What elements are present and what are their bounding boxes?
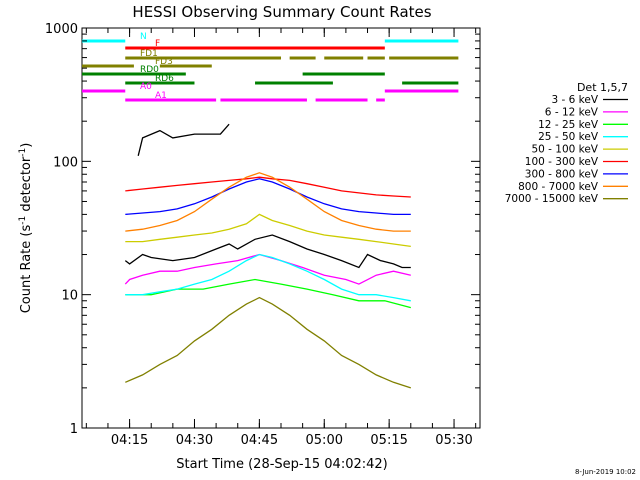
y-tick-label-1: 10 xyxy=(61,289,78,304)
series-line-7 xyxy=(125,178,411,216)
legend-label-4: 50 - 100 keV xyxy=(531,144,598,156)
series-line-9 xyxy=(125,296,412,389)
legend-title: Det 1,5,7 xyxy=(577,81,628,94)
y-axis: 1 10 100 1000 xyxy=(45,22,480,437)
y-axis-label-part-3: ) xyxy=(19,143,34,148)
series-line-0 xyxy=(124,234,411,269)
flag-label-n: N xyxy=(140,32,147,42)
y-axis-label-part-2: detector xyxy=(19,156,34,216)
y-tick-label-3: 1000 xyxy=(45,22,78,37)
legend-label-1: 6 - 12 keV xyxy=(545,106,599,118)
legend-label-3: 25 - 50 keV xyxy=(538,131,599,143)
series-line-4 xyxy=(125,253,411,302)
date-stamp: 8-Jun-2019 10:02 xyxy=(575,468,636,476)
legend-label-0: 3 - 6 keV xyxy=(551,94,598,106)
x-tick-label-5: 05:30 xyxy=(435,433,472,448)
legend-label-5: 100 - 300 keV xyxy=(525,156,599,168)
y-axis-label-part-1: Count Rate (s xyxy=(19,225,34,314)
series-lines xyxy=(124,123,412,389)
chart-title: HESSI Observing Summary Count Rates xyxy=(132,3,431,21)
x-axis: 04:15 04:30 04:45 05:00 05:15 05:30 xyxy=(85,28,477,448)
flag-label-rd6: RD6 xyxy=(155,74,174,84)
flag-label-a1: A1 xyxy=(155,91,167,101)
y-tick-label-2: 100 xyxy=(53,155,78,170)
flag-label-f: F xyxy=(155,39,160,49)
series-line-8 xyxy=(125,172,411,232)
flag-label-rd0: RD0 xyxy=(140,65,159,75)
series-line-5 xyxy=(125,213,411,248)
series-line-6 xyxy=(125,176,411,198)
x-tick-label-2: 04:45 xyxy=(241,433,278,448)
x-axis-label: Start Time (28-Sep-15 04:02:42) xyxy=(176,457,387,472)
x-tick-label-3: 05:00 xyxy=(306,433,343,448)
flag-label-fd3: FD3 xyxy=(155,57,173,67)
legend-label-6: 300 - 800 keV xyxy=(525,168,599,180)
flag-label-a0: A0 xyxy=(140,82,152,92)
flag-label-fd1: FD1 xyxy=(140,49,158,59)
y-axis-label-sup-1: -1 xyxy=(18,216,28,225)
legend-label-2: 12 - 25 keV xyxy=(538,119,599,131)
y-tick-label-0: 1 xyxy=(70,422,78,437)
series-line-3 xyxy=(125,278,411,309)
x-tick-label-4: 05:15 xyxy=(370,433,407,448)
y-axis-label-sup-2: -1 xyxy=(18,148,28,157)
legend-label-8: 7000 - 15000 keV xyxy=(505,193,599,205)
x-tick-label-0: 04:15 xyxy=(111,433,148,448)
y-axis-label: Count Rate (s-1 detector-1) xyxy=(18,143,34,314)
series-line-1 xyxy=(137,123,230,156)
x-tick-label-1: 04:30 xyxy=(176,433,213,448)
legend-label-7: 800 - 7000 keV xyxy=(518,181,599,193)
series-line-2 xyxy=(124,253,411,285)
